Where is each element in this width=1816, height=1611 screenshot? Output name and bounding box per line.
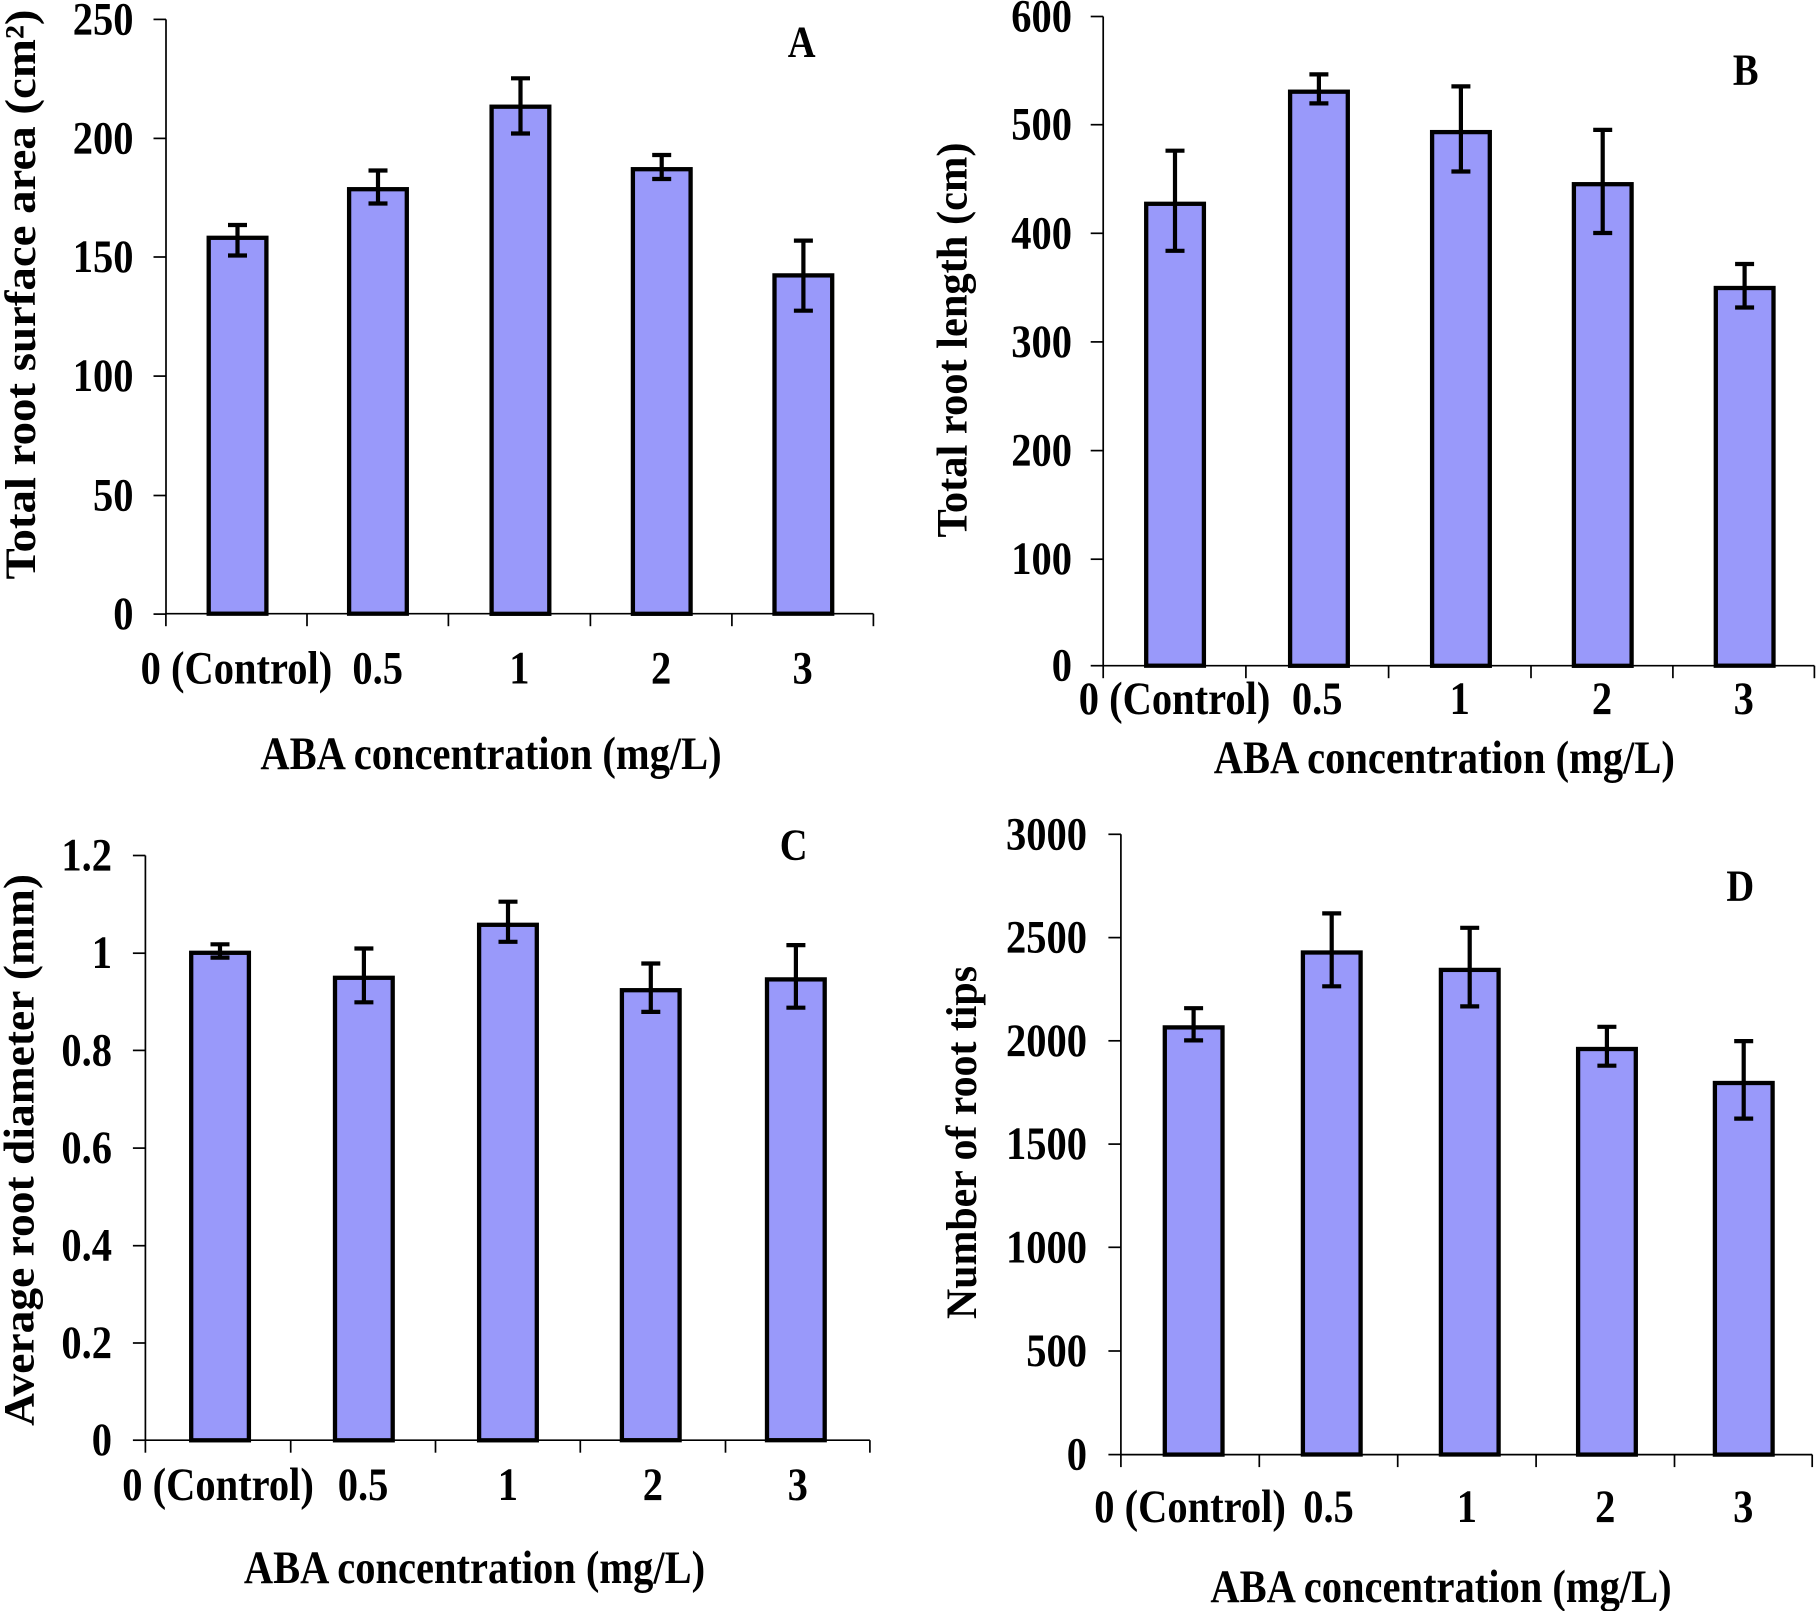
svg-text:0.2: 0.2 [61,1317,112,1368]
svg-text:3000: 3000 [1006,809,1087,860]
svg-text:ABA concentration (mg/L): ABA concentration (mg/L) [1214,732,1675,783]
svg-text:400: 400 [1011,208,1072,259]
svg-text:0 (Control): 0 (Control) [1094,1481,1286,1532]
svg-text:3: 3 [1734,673,1754,724]
svg-text:3: 3 [1733,1481,1753,1532]
svg-text:2: 2 [643,1459,663,1510]
svg-text:0.4: 0.4 [61,1220,112,1271]
svg-text:0: 0 [1052,640,1072,691]
svg-text:1: 1 [498,1459,518,1510]
svg-text:500: 500 [1011,99,1072,150]
svg-text:3: 3 [792,643,812,694]
svg-text:1.2: 1.2 [61,830,112,881]
svg-text:2: 2 [651,643,671,694]
svg-text:ABA concentration (mg/L): ABA concentration (mg/L) [260,728,721,779]
svg-text:0.8: 0.8 [61,1025,112,1076]
svg-text:C: C [780,820,808,869]
svg-text:500: 500 [1026,1325,1087,1376]
svg-text:Average root diameter (mm): Average root diameter (mm) [0,874,44,1426]
svg-text:0.5: 0.5 [352,643,403,694]
svg-text:0.5: 0.5 [1292,673,1343,724]
svg-text:0: 0 [113,588,133,639]
svg-text:200: 200 [1011,425,1072,476]
svg-text:0: 0 [1067,1429,1087,1480]
svg-text:0 (Control): 0 (Control) [122,1459,314,1510]
svg-text:2500: 2500 [1006,912,1087,963]
svg-text:300: 300 [1011,316,1072,367]
svg-text:B: B [1733,45,1759,94]
svg-text:Total root length (cm): Total root length (cm) [929,143,977,538]
svg-text:0.5: 0.5 [1303,1481,1354,1532]
svg-text:100: 100 [1011,534,1072,585]
svg-text:1: 1 [1457,1481,1477,1532]
svg-text:2: 2 [1592,673,1612,724]
svg-text:Number of root tips: Number of root tips [938,966,986,1319]
svg-text:250: 250 [73,0,134,45]
svg-text:A: A [788,17,816,66]
svg-text:1500: 1500 [1006,1118,1087,1169]
svg-text:ABA concentration (mg/L): ABA concentration (mg/L) [1210,1561,1671,1611]
svg-text:0: 0 [92,1415,112,1466]
svg-text:200: 200 [73,113,134,164]
svg-text:1: 1 [92,928,112,979]
svg-text:2000: 2000 [1006,1015,1087,1066]
svg-text:1000: 1000 [1006,1222,1087,1273]
svg-text:2: 2 [1595,1481,1615,1532]
svg-text:Total root surface area (cm²): Total root surface area (cm²) [0,10,45,580]
svg-text:1: 1 [1450,673,1470,724]
svg-text:0.5: 0.5 [338,1459,389,1510]
svg-text:3: 3 [788,1459,808,1510]
svg-text:0.6: 0.6 [61,1122,112,1173]
svg-text:150: 150 [73,231,134,282]
svg-text:600: 600 [1011,0,1072,42]
svg-text:0 (Control): 0 (Control) [141,643,333,694]
svg-text:100: 100 [73,350,134,401]
svg-text:D: D [1726,861,1754,910]
svg-text:1: 1 [509,643,529,694]
svg-text:50: 50 [93,470,133,521]
svg-text:0 (Control): 0 (Control) [1079,673,1271,724]
svg-text:ABA concentration (mg/L): ABA concentration (mg/L) [244,1542,705,1593]
